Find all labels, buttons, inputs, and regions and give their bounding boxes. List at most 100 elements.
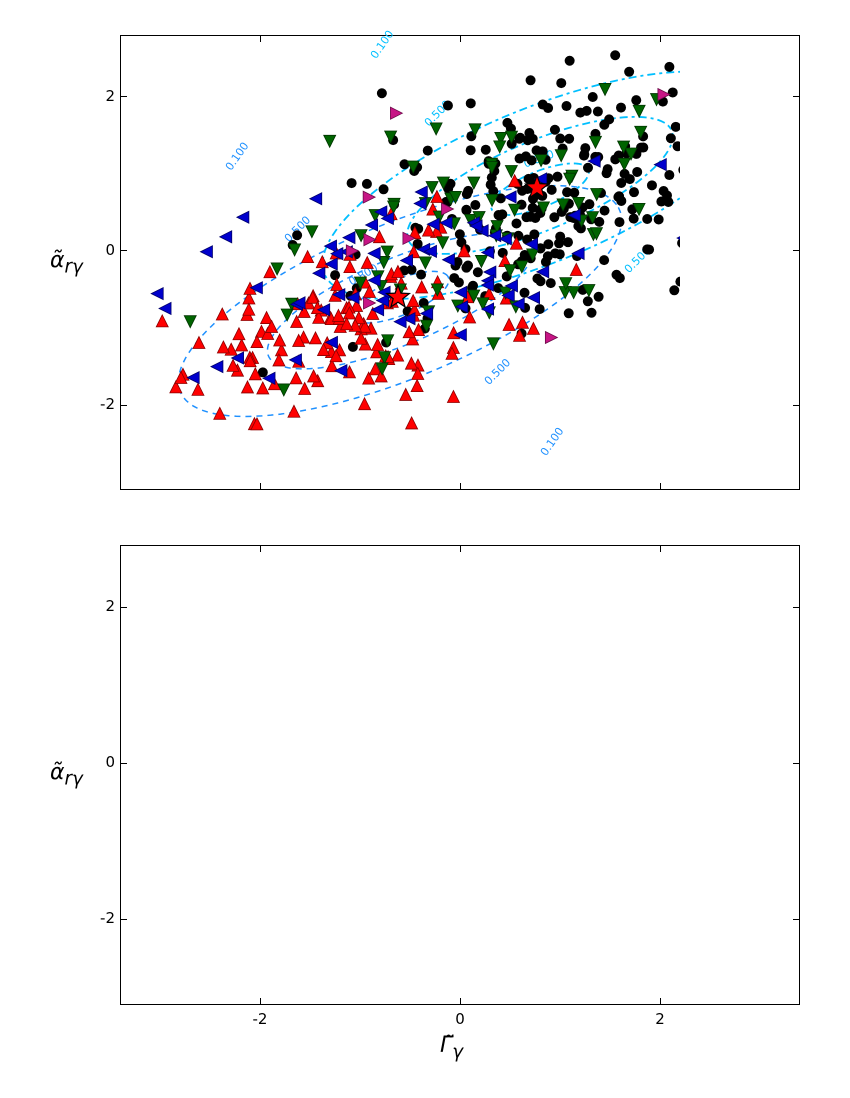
data-point	[464, 824, 476, 836]
data-point	[614, 729, 624, 739]
data-point	[385, 720, 397, 732]
data-point	[299, 896, 311, 908]
data-point	[407, 295, 419, 307]
data-point	[502, 745, 514, 757]
data-point	[573, 733, 583, 743]
data-point	[375, 718, 387, 730]
data-point	[525, 212, 535, 222]
data-point	[528, 715, 538, 725]
data-point	[423, 146, 433, 156]
data-point	[599, 83, 611, 95]
curve-label: 0.380	[567, 882, 586, 916]
contour-label: 0.100	[368, 28, 397, 61]
boundary-curve	[510, 545, 800, 732]
data-point	[376, 876, 388, 888]
data-point	[616, 690, 626, 700]
data-point	[453, 769, 463, 779]
data-point	[427, 715, 439, 727]
data-point	[473, 732, 483, 742]
y-axis-label-bottom: α̃rγ	[50, 760, 83, 789]
data-point	[335, 878, 347, 890]
data-point	[475, 768, 487, 780]
data-point	[656, 708, 666, 718]
data-point	[583, 797, 595, 809]
data-point	[564, 685, 576, 697]
data-point	[421, 821, 433, 833]
data-point	[461, 263, 471, 273]
data-point	[432, 800, 444, 812]
data-point	[633, 715, 645, 727]
data-point	[512, 690, 522, 700]
data-point	[420, 837, 430, 847]
data-point	[654, 670, 666, 682]
y-tick	[793, 919, 800, 920]
data-point	[511, 218, 521, 228]
data-point	[591, 700, 603, 712]
data-point	[555, 150, 567, 162]
data-point	[553, 172, 563, 182]
data-point	[636, 654, 646, 664]
data-point	[473, 267, 483, 277]
data-point	[713, 756, 723, 766]
data-point	[537, 703, 547, 713]
data-point	[481, 792, 493, 804]
data-point	[403, 839, 415, 851]
curve-label: -0.500	[445, 572, 468, 610]
data-point	[399, 671, 409, 681]
data-point	[491, 733, 503, 745]
data-point	[403, 826, 415, 838]
data-point	[468, 689, 480, 701]
data-point	[325, 752, 337, 764]
data-point	[682, 208, 692, 218]
data-point	[407, 808, 419, 820]
y-tick	[120, 405, 127, 406]
data-point	[632, 678, 642, 688]
data-point	[654, 214, 664, 224]
data-point	[452, 813, 464, 825]
data-point	[554, 751, 564, 761]
data-point	[525, 724, 535, 734]
data-point	[423, 826, 433, 836]
data-point	[403, 745, 415, 757]
data-point	[466, 609, 476, 619]
y-tick	[793, 405, 800, 406]
data-point	[704, 109, 716, 121]
data-point	[494, 652, 506, 664]
data-point	[740, 611, 750, 621]
data-point	[237, 211, 249, 223]
data-point	[430, 634, 442, 646]
data-point	[220, 743, 232, 755]
data-point	[500, 800, 512, 812]
boundary-curve	[445, 545, 720, 1005]
data-point	[308, 884, 320, 896]
data-point	[599, 631, 609, 641]
data-point	[381, 851, 391, 861]
data-point	[715, 757, 725, 767]
data-point	[454, 277, 464, 287]
data-point	[430, 123, 442, 135]
data-point	[590, 663, 600, 673]
boundary-curve	[120, 662, 470, 1005]
data-point	[535, 817, 545, 827]
data-point	[442, 715, 454, 727]
data-point	[520, 762, 530, 772]
data-point	[347, 690, 357, 700]
data-point	[390, 107, 402, 119]
data-point	[220, 231, 232, 243]
data-point	[289, 756, 301, 768]
data-point	[437, 237, 449, 249]
data-point	[502, 784, 512, 794]
data-point	[583, 674, 593, 684]
data-point	[589, 136, 601, 148]
data-point	[455, 741, 465, 751]
data-point	[293, 869, 305, 881]
data-point	[693, 147, 703, 157]
x-tick	[260, 998, 261, 1005]
data-point	[369, 877, 381, 889]
data-point	[528, 645, 538, 655]
data-point	[532, 657, 542, 667]
data-point	[251, 849, 263, 861]
data-point	[216, 308, 228, 320]
data-point	[629, 726, 639, 736]
y-tick	[793, 607, 800, 608]
